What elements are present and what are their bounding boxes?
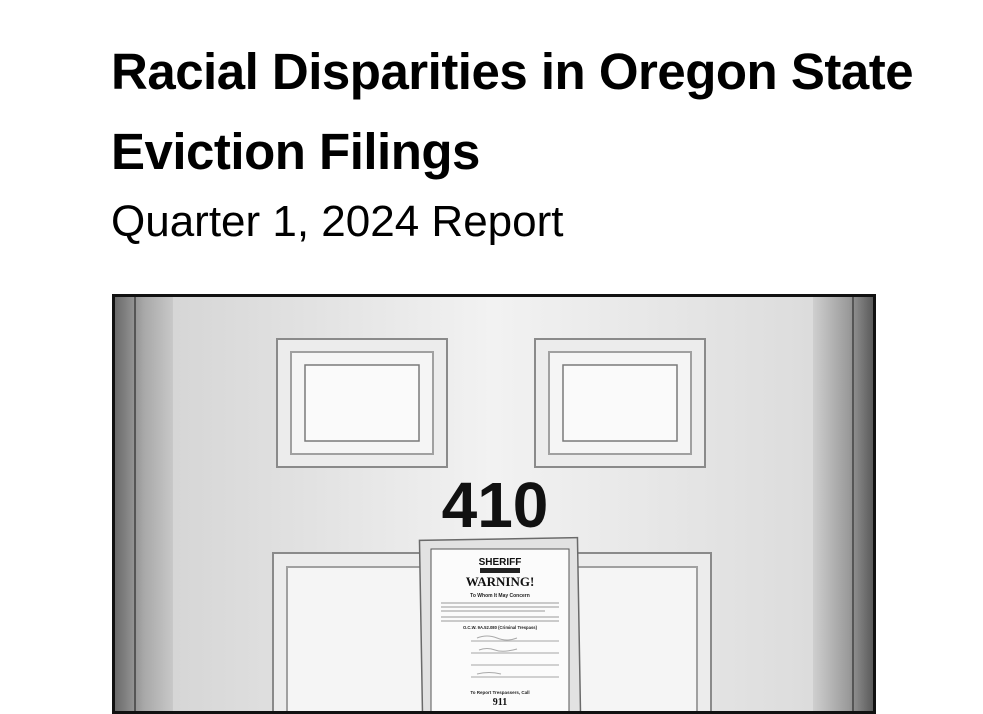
- report-subtitle: Quarter 1, 2024 Report: [111, 197, 564, 246]
- cover-photo: 410 SHERIFF WARNING! To Whom It May Conc…: [112, 294, 876, 714]
- notice-body-lines: [441, 602, 559, 622]
- notice-statute: O.C.W. 9A.52.080 (Criminal Trespass): [463, 625, 538, 630]
- door-number: 410: [442, 469, 549, 541]
- notice-report-line: To Report Trespassers, Call: [470, 690, 529, 695]
- door-frame-left: [115, 297, 173, 711]
- door-frame-right: [813, 297, 873, 711]
- notice-heading: WARNING!: [466, 574, 535, 589]
- sheriff-notice: SHERIFF WARNING! To Whom It May Concern …: [418, 536, 582, 711]
- notice-form-fields: [471, 640, 559, 678]
- door-panel-upper-left: [276, 338, 448, 468]
- notice-salutation: To Whom It May Concern: [470, 593, 530, 599]
- report-title: Racial Disparities in Oregon State Evict…: [111, 43, 914, 180]
- door-panel-upper-right: [534, 338, 706, 468]
- notice-agency: SHERIFF: [479, 557, 522, 568]
